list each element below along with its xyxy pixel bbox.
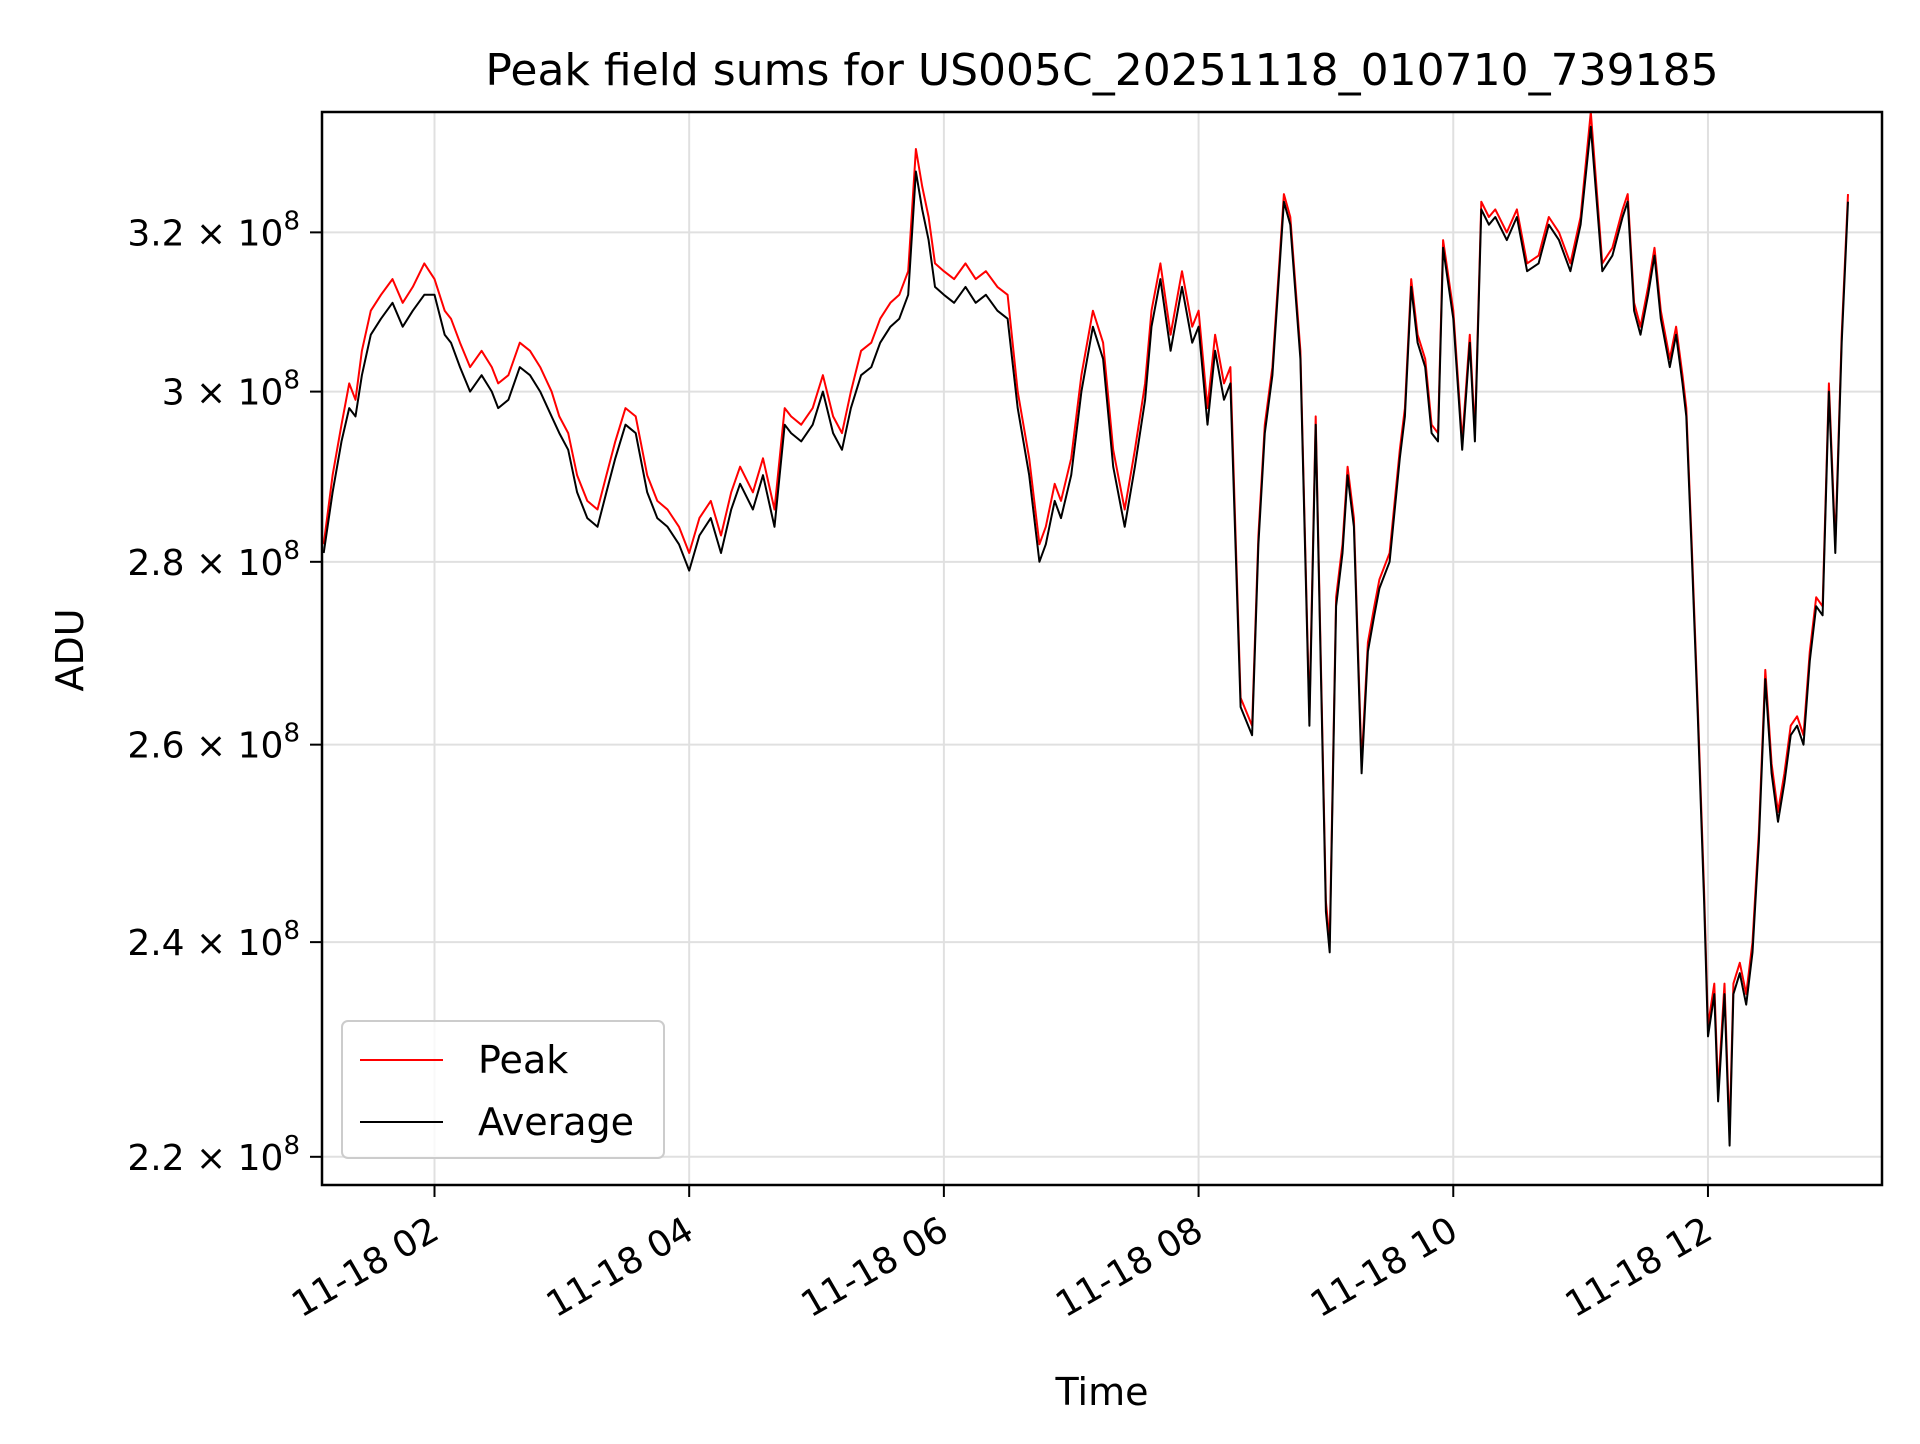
y-axis-label: ADU: [48, 608, 92, 691]
plot-area-frame: [320, 110, 1884, 1187]
grid-lines: [322, 112, 1882, 1185]
y-tick-label: 2.6 × 108: [127, 719, 300, 767]
y-tick-label: 2.4 × 108: [127, 916, 300, 964]
series-line-average: [322, 125, 1849, 1147]
legend: Peak Average: [341, 1020, 665, 1159]
plot-series: [322, 112, 1849, 1147]
legend-label-peak: Peak: [478, 1038, 568, 1082]
x-axis-label: Time: [1055, 1370, 1149, 1414]
y-tick-label: 3 × 108: [162, 366, 300, 414]
y-tick-label: 2.8 × 108: [127, 536, 300, 584]
legend-label-average: Average: [478, 1100, 634, 1144]
series-line-peak: [322, 112, 1849, 1136]
y-tick-label: 3.2 × 108: [127, 206, 300, 254]
chart-title: Peak field sums for US005C_20251118_0107…: [485, 45, 1718, 96]
y-axis-ticks: 2.2 × 108 2.4 × 108 2.6 × 108 2.8 × 108 3 × …: [127, 206, 322, 1179]
legend-box: [341, 1020, 665, 1159]
y-tick-label: 2.2 × 108: [127, 1131, 300, 1179]
